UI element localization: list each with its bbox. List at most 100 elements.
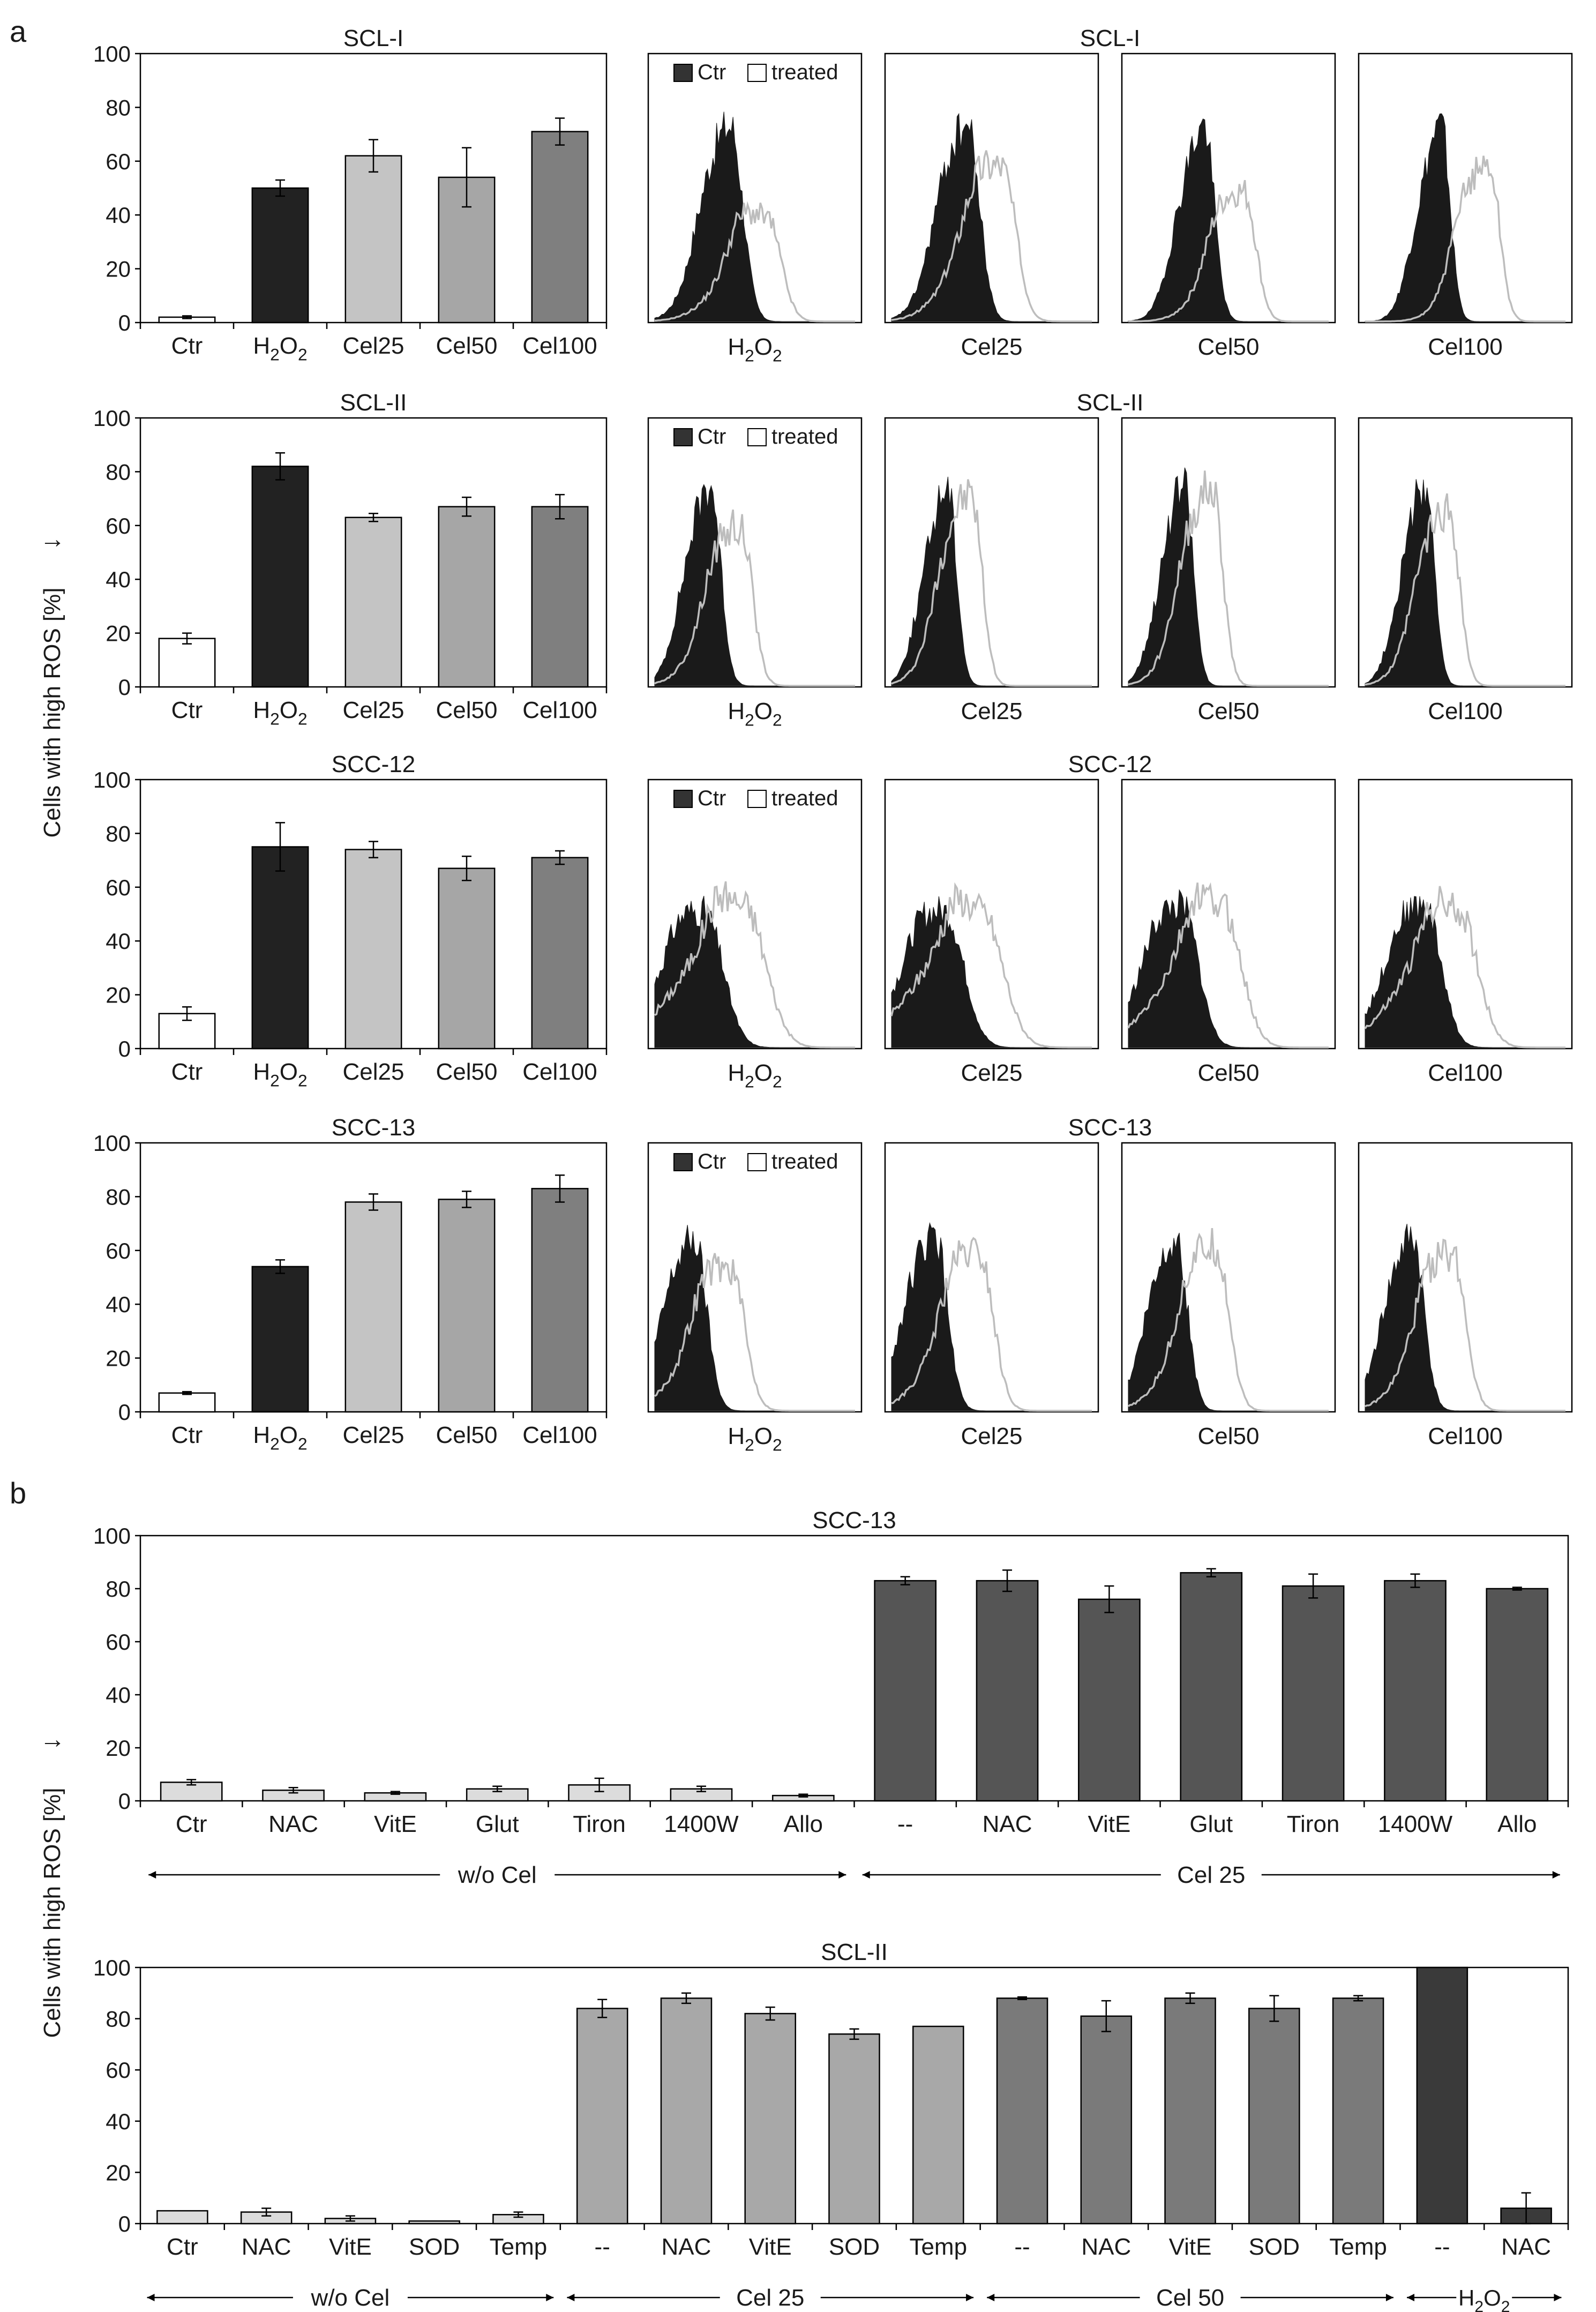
x-tick-label-pre: Cel100 <box>522 333 597 359</box>
x-tick-label-pre: Cel100 <box>522 697 597 723</box>
histogram-legend: Ctr treated <box>674 1150 838 1173</box>
y-axis-label-text-a: Cells with high ROS [%] <box>39 587 65 837</box>
histogram-label: Cel50 <box>1198 1060 1260 1086</box>
legend-label-treated: treated <box>771 425 838 448</box>
y-tick-label: 60 <box>106 149 131 174</box>
legend-swatch-treated <box>748 1154 766 1171</box>
bar <box>977 1581 1038 1801</box>
bar <box>1333 1998 1383 2224</box>
x-tick-label-sub2: 2 <box>298 709 308 728</box>
y-tick-label: 80 <box>106 95 131 120</box>
x-tick-label: Allo <box>1497 1811 1537 1837</box>
histogram-label-mid: O <box>754 1423 773 1449</box>
chart-title: SCL-II <box>340 390 407 416</box>
x-tick-label: Cel50 <box>436 333 498 359</box>
x-tick-label: VitE <box>1088 1811 1130 1837</box>
x-tick-label: Ctr <box>171 1422 203 1448</box>
histogram-frame <box>1359 54 1572 323</box>
histogram-panel: Cel50 <box>1122 1143 1335 1449</box>
bar <box>1078 1599 1140 1801</box>
group-label: w/o Cel <box>311 2285 390 2311</box>
x-tick-label-pre: Cel50 <box>436 697 498 723</box>
histogram-legend: Ctr treated <box>674 425 838 448</box>
y-tick-label: 100 <box>93 41 131 66</box>
bar <box>159 1393 215 1412</box>
x-tick-label: Ctr <box>167 2234 198 2260</box>
x-tick-label-pre: Cel100 <box>522 1422 597 1448</box>
bar <box>913 2026 963 2224</box>
histogram-panel: Cel50 <box>1122 54 1335 360</box>
bar <box>252 188 308 323</box>
x-tick-label-pre: SOD <box>1249 2234 1300 2260</box>
bar <box>661 1998 711 2224</box>
bar <box>532 507 588 687</box>
x-tick-label: -- <box>897 1811 913 1837</box>
histogram-label: Cel100 <box>1428 334 1502 360</box>
histogram-label-pre: Cel25 <box>961 1060 1023 1086</box>
bar <box>157 2211 207 2224</box>
legend-label-treated: treated <box>771 787 838 810</box>
x-tick-label-pre: VitE <box>374 1811 417 1837</box>
x-tick-label-pre: Tiron <box>573 1811 626 1837</box>
x-tick-label-pre: Tiron <box>1287 1811 1340 1837</box>
x-tick-label-pre: Ctr <box>171 697 203 723</box>
y-tick-label: 0 <box>118 675 131 700</box>
legend-label-ctr: Ctr <box>698 787 726 810</box>
histogram-label: H2O2 <box>728 1060 782 1091</box>
y-tick-label: 80 <box>106 1576 131 1602</box>
legend-swatch-ctr <box>674 64 692 81</box>
histogram-panel: Cel100 <box>1359 1143 1572 1449</box>
x-tick-label-pre: Cel25 <box>343 697 404 723</box>
y-tick-label: 40 <box>106 203 131 228</box>
y-tick-label: 40 <box>106 1682 131 1708</box>
x-tick-label-pre: -- <box>1434 2234 1450 2260</box>
group-arrowhead-right <box>1554 2294 1561 2301</box>
bar <box>532 132 588 323</box>
histogram-panel: Cel100 <box>1359 780 1572 1086</box>
histogram-label-pre: Cel50 <box>1198 1060 1260 1086</box>
plot-frame <box>140 1536 1568 1801</box>
histogram-label: Cel100 <box>1428 1423 1502 1449</box>
bar <box>1283 1586 1344 1801</box>
y-tick-label: 40 <box>106 929 131 954</box>
bar <box>346 850 401 1049</box>
histogram-frame <box>648 54 861 323</box>
x-tick-label-pre: NAC <box>268 1811 318 1837</box>
x-tick-label-pre: Cel100 <box>522 1059 597 1085</box>
x-tick-label-pre: VitE <box>1088 1811 1130 1837</box>
x-tick-label: VitE <box>1169 2234 1212 2260</box>
bar <box>1081 2016 1132 2224</box>
x-tick-label-pre: -- <box>1014 2234 1030 2260</box>
x-tick-label-pre: Ctr <box>167 2234 198 2260</box>
x-tick-label: Cel25 <box>343 697 404 723</box>
x-tick-label: Cel100 <box>522 333 597 359</box>
x-tick-label-pre: NAC <box>983 1811 1032 1837</box>
bar <box>532 858 588 1049</box>
x-tick-label: H2O2 <box>253 1059 307 1090</box>
histogram-label: Cel25 <box>961 334 1023 360</box>
legend-label-treated: treated <box>771 61 838 84</box>
x-tick-label-pre: Temp <box>490 2234 548 2260</box>
x-tick-label-pre: H <box>253 697 270 723</box>
bar-chart-a-scc13: SCC-13020406080100Ctr H2O2 Cel25 Cel50 Cel10… <box>93 1114 606 1453</box>
bar <box>439 1199 494 1412</box>
legend-label-ctr: Ctr <box>698 61 726 84</box>
x-tick-label: Allo <box>784 1811 823 1837</box>
y-tick-label: 40 <box>106 2109 131 2134</box>
x-tick-label: NAC <box>662 2234 711 2260</box>
bar <box>252 466 308 687</box>
x-tick-label: Cel100 <box>522 1422 597 1448</box>
bar <box>577 2008 627 2224</box>
y-tick-label: 100 <box>93 1955 131 1980</box>
histogram-label-sub: 2 <box>745 1435 754 1454</box>
x-tick-label: Ctr <box>176 1811 207 1837</box>
bar <box>346 1202 401 1412</box>
chart-title: SCC-13 <box>812 1507 896 1533</box>
x-tick-label: H2O2 <box>253 697 307 728</box>
group-label: w/o Cel <box>458 1862 537 1888</box>
legend-swatch-treated <box>748 790 766 807</box>
y-tick-label: 60 <box>106 513 131 538</box>
y-tick-label: 100 <box>93 1523 131 1548</box>
histogram-label-sub: 2 <box>745 1072 754 1091</box>
